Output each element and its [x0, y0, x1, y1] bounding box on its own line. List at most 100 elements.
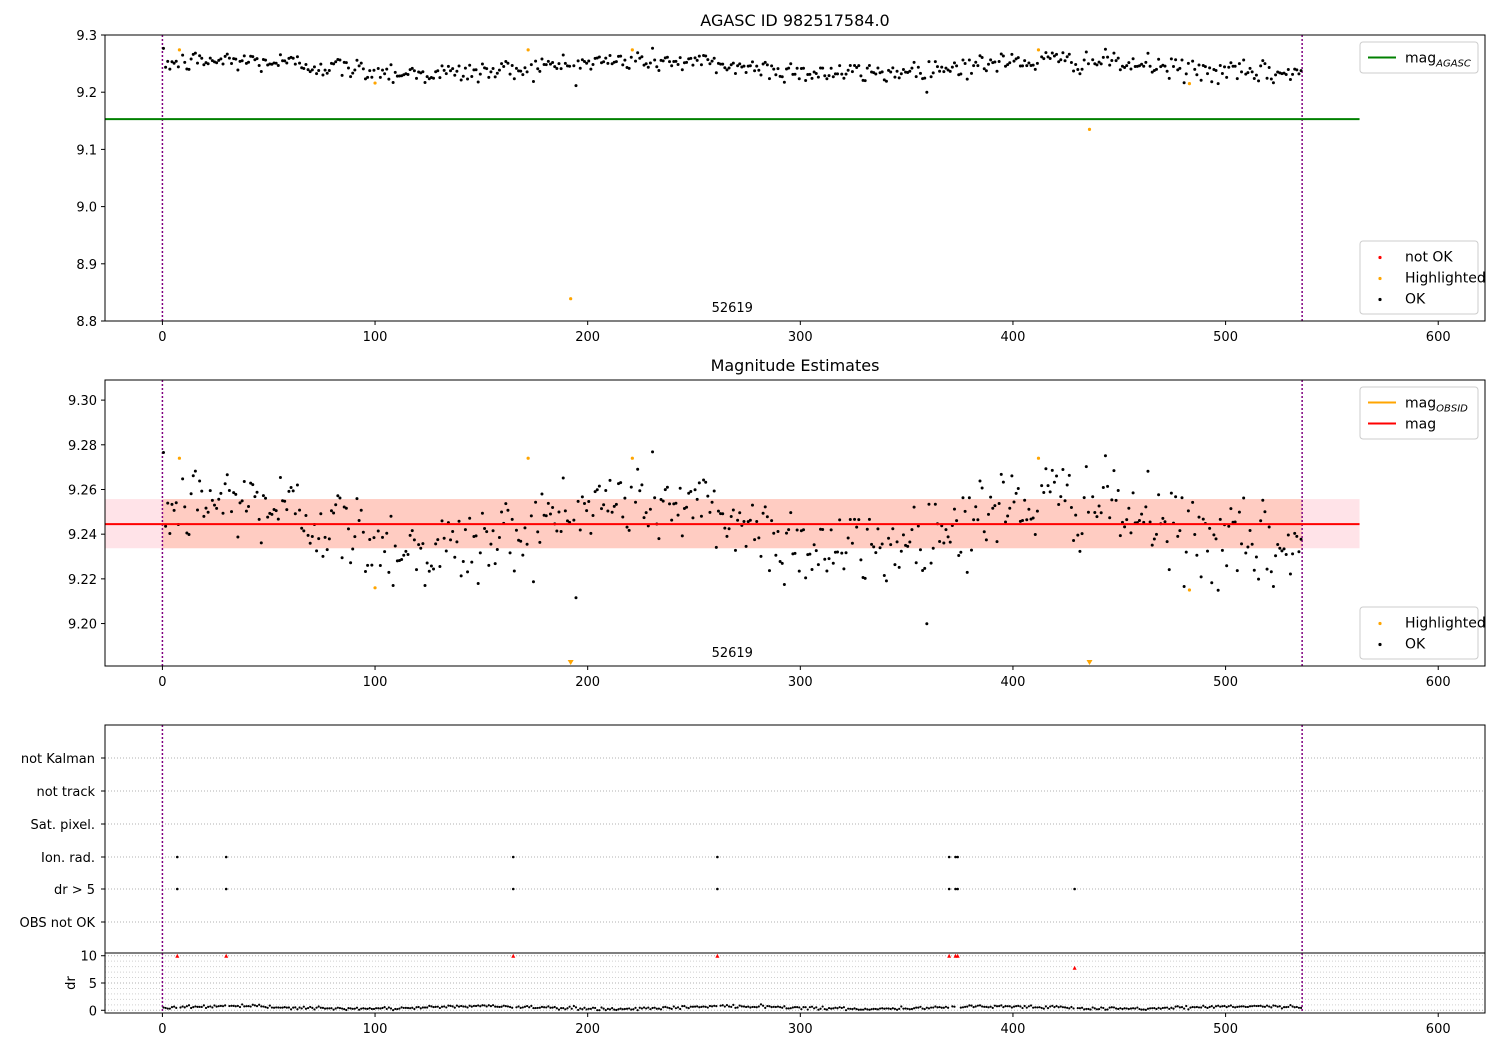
ok-data-point	[1042, 57, 1046, 61]
ok-data-point	[674, 59, 678, 63]
ok-data-point	[295, 483, 299, 487]
ok-data-point	[587, 59, 591, 63]
dr-data-point	[1197, 1006, 1201, 1009]
ok-data-point	[389, 63, 393, 67]
ok-data-point	[1095, 515, 1099, 519]
ok-data-point	[1269, 570, 1273, 574]
ok-data-point	[710, 59, 714, 63]
dr-data-point	[940, 1006, 943, 1009]
dr-data-point	[668, 1007, 671, 1010]
ok-data-point	[733, 71, 737, 75]
ok-data-point	[525, 70, 529, 74]
ok-data-point	[412, 538, 416, 542]
axes-frame	[104, 724, 1486, 954]
ok-data-point	[506, 61, 510, 65]
dr-data-point	[551, 1006, 554, 1009]
dr-data-point	[451, 1005, 454, 1008]
ok-data-point	[582, 501, 586, 505]
ok-data-point	[744, 544, 748, 548]
dr-data-point	[1068, 1007, 1071, 1010]
ok-data-point	[842, 76, 846, 80]
dr-data-point	[211, 1006, 214, 1009]
ok-data-point	[327, 69, 331, 73]
ok-data-point	[629, 485, 633, 489]
ok-data-point	[972, 518, 976, 522]
ok-data-point	[952, 507, 956, 511]
ok-data-point	[493, 562, 497, 566]
dr-data-point	[470, 1005, 473, 1008]
ok-data-point	[283, 59, 287, 63]
dr-data-point	[910, 1007, 914, 1011]
dr-data-point	[919, 1005, 922, 1008]
dr-data-point	[1029, 1004, 1033, 1007]
ok-data-point	[706, 494, 710, 498]
dr-data-point	[1121, 1007, 1124, 1011]
legend-label-main: Highlighted	[1405, 616, 1486, 632]
ok-data-point	[1180, 496, 1184, 500]
ok-data-point	[678, 486, 682, 490]
dr-data-point	[757, 1005, 760, 1008]
ok-data-point	[753, 538, 757, 542]
ok-data-point	[1167, 568, 1171, 572]
ok-data-point	[1080, 67, 1084, 71]
ok-data-point	[317, 68, 321, 72]
dr-data-point	[785, 1007, 788, 1010]
ok-data-point	[933, 60, 937, 64]
dr-data-point	[679, 1007, 682, 1011]
ok-data-point	[685, 60, 689, 64]
ok-data-point	[223, 54, 227, 58]
ok-data-point	[804, 576, 808, 580]
ok-data-point	[565, 519, 569, 523]
dr-data-point	[1136, 1006, 1139, 1009]
ok-data-point	[325, 548, 329, 552]
ok-data-point	[1146, 469, 1150, 473]
ok-data-point	[510, 64, 514, 68]
ok-data-point	[404, 549, 408, 553]
dr-data-point	[277, 1006, 280, 1009]
dr-data-point	[751, 1005, 754, 1009]
ok-data-point	[1144, 60, 1148, 64]
ok-data-point	[259, 70, 263, 74]
legend-label: OK	[1405, 637, 1426, 653]
flag-row-label: Sat. pixel.	[31, 818, 95, 833]
dr-data-point	[351, 1007, 354, 1010]
ok-data-point	[925, 622, 929, 626]
ok-data-point	[610, 62, 614, 66]
dr-data-point	[1027, 1005, 1030, 1008]
ok-data-point	[1095, 63, 1099, 67]
x-tick-label: 100	[363, 675, 388, 690]
dr-data-point	[1151, 1007, 1154, 1010]
dr-data-point	[783, 1005, 786, 1008]
ok-data-point	[1242, 58, 1246, 62]
ok-data-point	[504, 502, 508, 506]
ok-data-point	[757, 68, 761, 72]
dr-data-point	[236, 1004, 239, 1008]
ok-data-point	[702, 478, 706, 482]
ok-data-point	[723, 526, 727, 530]
ok-data-point	[916, 524, 920, 528]
ok-data-point	[1142, 64, 1146, 68]
dr-data-point	[525, 1004, 529, 1008]
ok-data-point	[974, 505, 978, 509]
ok-data-point	[1006, 514, 1010, 518]
ok-data-point	[580, 58, 584, 62]
ok-data-point	[172, 508, 176, 512]
ok-data-point	[989, 495, 993, 499]
ok-data-point	[1191, 59, 1195, 63]
ok-data-point	[363, 569, 367, 573]
dr-data-point	[934, 1005, 937, 1008]
ok-data-point	[795, 66, 799, 70]
ok-data-point	[308, 70, 312, 74]
ok-data-point	[591, 513, 595, 517]
dr-data-point	[306, 1006, 310, 1010]
dr-data-point	[1214, 1005, 1218, 1008]
ok-data-point	[193, 469, 197, 473]
y-tick-label: 9.24	[68, 528, 97, 543]
dr-data-point	[1142, 1008, 1145, 1011]
highlighted-data-point	[526, 456, 530, 460]
ok-data-point	[612, 504, 616, 508]
ok-data-point	[1127, 61, 1131, 65]
dr-data-point	[770, 1005, 773, 1009]
ok-data-point	[1299, 537, 1303, 541]
dr-data-point	[502, 1004, 505, 1007]
